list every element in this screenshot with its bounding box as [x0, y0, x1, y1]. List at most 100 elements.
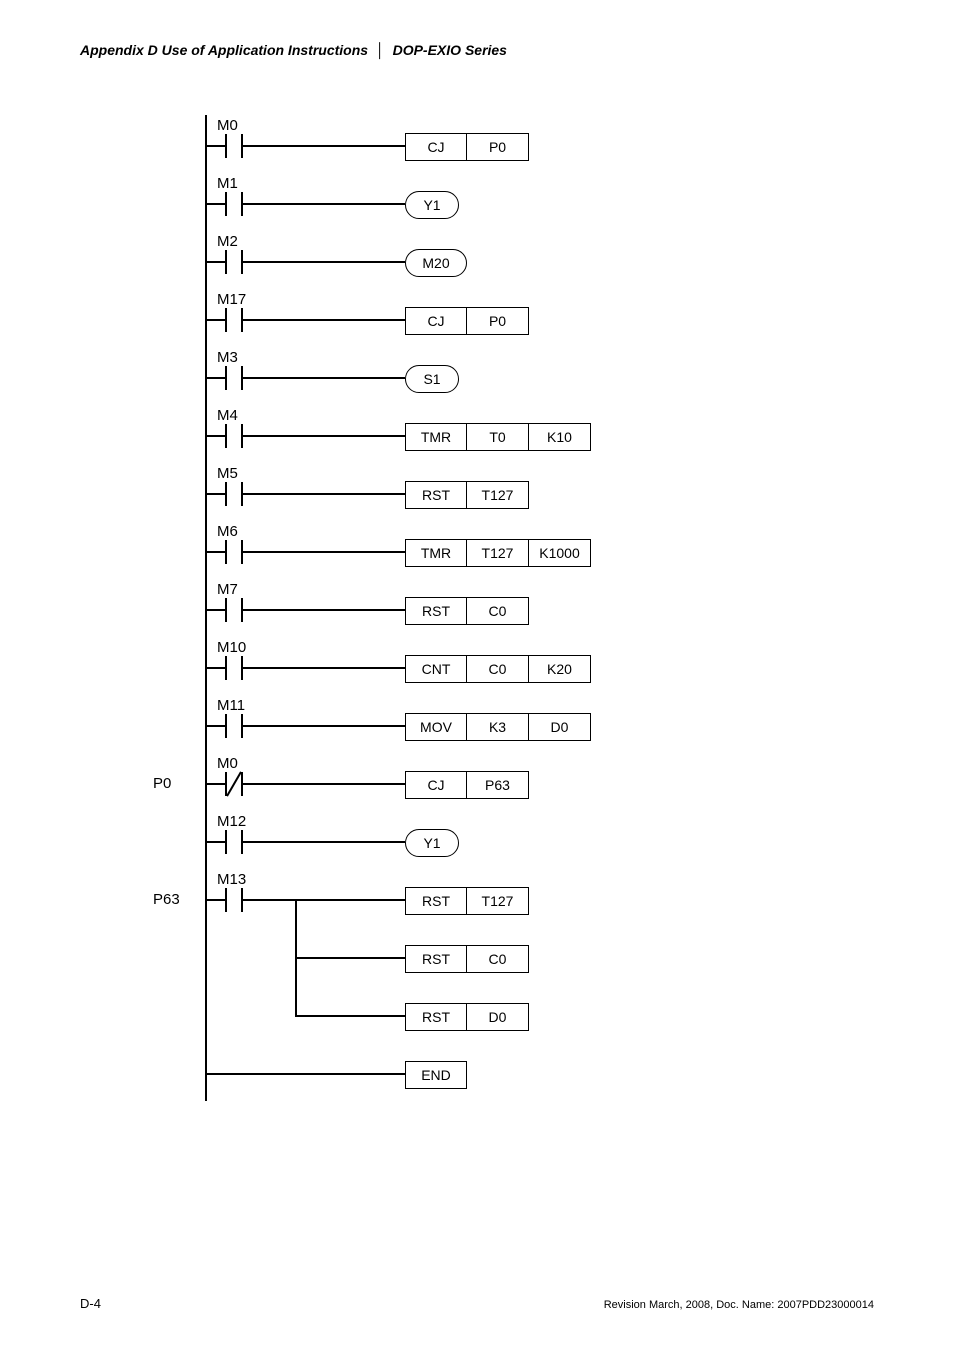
contact-no	[215, 195, 255, 215]
contact-label: M17	[217, 291, 246, 308]
ladder-rung: M3 S1	[165, 347, 685, 405]
ladder-rung: M7 RSTC0	[165, 579, 685, 637]
instruction-box: END	[405, 1061, 467, 1089]
contact-label: M7	[217, 581, 238, 598]
wire	[205, 1073, 405, 1075]
instr-opcode: MOV	[405, 713, 467, 741]
coil: Y1	[405, 829, 459, 857]
wire	[265, 899, 405, 901]
ladder-rung: P63M13RSTT127	[165, 869, 685, 927]
instr-operand: T127	[467, 887, 529, 915]
header-title-left: Appendix D Use of Application Instructio…	[80, 42, 368, 58]
contact-no	[215, 485, 255, 505]
instr-operand: C0	[467, 655, 529, 683]
instruction-box: RSTT127	[405, 481, 529, 509]
pointer-label: P63	[153, 891, 180, 908]
instr-operand: T0	[467, 423, 529, 451]
instr-operand: K3	[467, 713, 529, 741]
instr-operand: P0	[467, 133, 529, 161]
contact-label: M0	[217, 117, 238, 134]
coil: Y1	[405, 191, 459, 219]
ladder-rung: RSTC0	[165, 927, 685, 985]
contact-label: M1	[217, 175, 238, 192]
instr-opcode: TMR	[405, 423, 467, 451]
ladder-rung: P0M0CJP63	[165, 753, 685, 811]
wire	[265, 377, 405, 379]
contact-label: M12	[217, 813, 246, 830]
instr-opcode: RST	[405, 597, 467, 625]
ladder-rung: M1 Y1	[165, 173, 685, 231]
ladder-rung: M2 M20	[165, 231, 685, 289]
contact-label: M5	[217, 465, 238, 482]
instruction-box: TMRT127K1000	[405, 539, 591, 567]
footer-revision: Revision March, 2008, Doc. Name: 2007PDD…	[604, 1299, 874, 1311]
ladder-diagram: M0CJP0M1Y1M2M20M17CJP0M3S1M4TMRT0K10M5RS…	[165, 115, 685, 1101]
instruction-box: MOVK3D0	[405, 713, 591, 741]
wire	[295, 1015, 405, 1017]
wire	[295, 957, 405, 959]
coil: S1	[405, 365, 459, 393]
ladder-rung: M4 TMRT0K10	[165, 405, 685, 463]
wire	[265, 261, 405, 263]
instruction-box: RSTC0	[405, 945, 529, 973]
instr-operand: T127	[467, 539, 529, 567]
wire	[265, 145, 405, 147]
wire	[265, 609, 405, 611]
contact-label: M0	[217, 755, 238, 772]
ladder-rung: M0 CJP0	[165, 115, 685, 173]
contact-no	[215, 253, 255, 273]
instruction-box: CJP0	[405, 307, 529, 335]
branch-wire	[295, 899, 297, 1017]
contact-no	[215, 833, 255, 853]
wire	[265, 667, 405, 669]
instr-opcode: TMR	[405, 539, 467, 567]
instr-operand: C0	[467, 597, 529, 625]
contact-no	[215, 891, 255, 911]
contact-no	[215, 427, 255, 447]
instr-operand: K20	[529, 655, 591, 683]
wire	[265, 319, 405, 321]
ladder-rung: M10CNTC0K20	[165, 637, 685, 695]
wire	[265, 203, 405, 205]
instr-operand: K10	[529, 423, 591, 451]
instr-operand: K1000	[529, 539, 591, 567]
contact-label: M13	[217, 871, 246, 888]
instr-operand: D0	[529, 713, 591, 741]
coil: M20	[405, 249, 467, 277]
instr-opcode: RST	[405, 481, 467, 509]
contact-label: M2	[217, 233, 238, 250]
header-separator: │	[376, 42, 385, 58]
contact-no	[215, 659, 255, 679]
instr-opcode: CNT	[405, 655, 467, 683]
instruction-box: TMRT0K10	[405, 423, 591, 451]
instr-opcode: CJ	[405, 133, 467, 161]
contact-label: M6	[217, 523, 238, 540]
wire	[265, 435, 405, 437]
contact-label: M3	[217, 349, 238, 366]
contact-no	[215, 137, 255, 157]
wire	[265, 493, 405, 495]
wire	[265, 725, 405, 727]
ladder-rung: M6 TMRT127K1000	[165, 521, 685, 579]
contact-nc	[215, 775, 255, 795]
ladder-rung: RSTD0	[165, 985, 685, 1043]
instruction-box: RSTD0	[405, 1003, 529, 1031]
footer-page-number: D-4	[80, 1296, 101, 1311]
instr-opcode: RST	[405, 945, 467, 973]
instruction-box: RSTC0	[405, 597, 529, 625]
ladder-rung: M12 Y1	[165, 811, 685, 869]
contact-no	[215, 311, 255, 331]
ladder-rung: END	[165, 1043, 685, 1101]
instr-opcode: CJ	[405, 771, 467, 799]
instr-operand: T127	[467, 481, 529, 509]
instruction-box: RSTT127	[405, 887, 529, 915]
wire	[265, 783, 405, 785]
instr-operand: P63	[467, 771, 529, 799]
wire	[265, 841, 405, 843]
instr-operand: P0	[467, 307, 529, 335]
ladder-rung: M5 RSTT127	[165, 463, 685, 521]
contact-label: M4	[217, 407, 238, 424]
instruction-box: CJP63	[405, 771, 529, 799]
wire	[265, 551, 405, 553]
instr-opcode: RST	[405, 887, 467, 915]
